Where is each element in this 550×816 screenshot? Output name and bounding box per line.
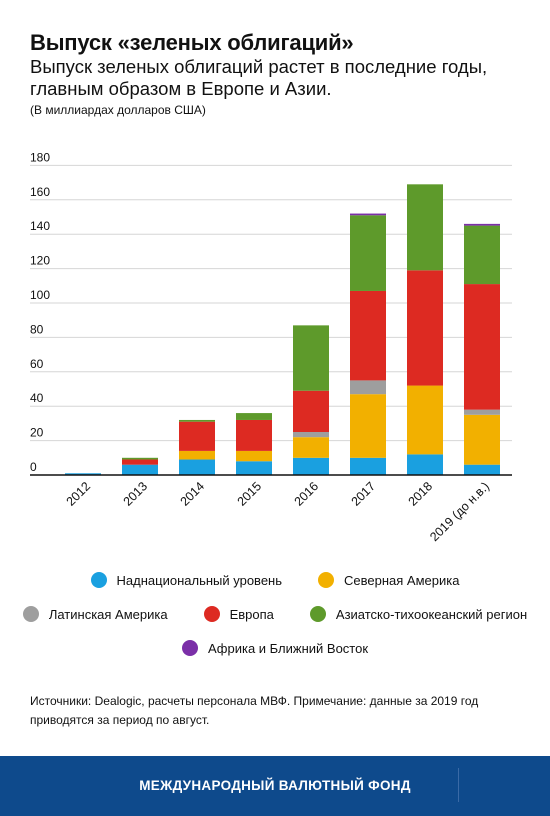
legend-swatch (22, 606, 39, 622)
legend-item: Наднациональный уровень (90, 572, 283, 588)
legend-label: Азиатско-тихоокеанский регион (335, 606, 528, 622)
legend-swatch (318, 572, 335, 588)
bar-segment (293, 437, 329, 458)
legend-label: Северная Америка (344, 572, 460, 588)
legend-label: Латинская Америка (48, 606, 168, 622)
bar-segment (407, 454, 443, 475)
x-tick-label: 2016 (292, 479, 322, 509)
y-tick-label: 20 (30, 426, 44, 440)
bar-segment (464, 409, 500, 415)
y-tick-label: 140 (30, 219, 50, 233)
source-notes: Источники: Dealogic, расчеты персонала М… (30, 694, 479, 727)
units-note: (В миллиардах долларов США) (30, 103, 206, 117)
bar-segment (293, 325, 329, 391)
legend-item: Европа (203, 606, 274, 622)
bar-segment (122, 464, 158, 475)
bar-segment (407, 270, 443, 386)
y-tick-label: 60 (30, 357, 44, 371)
x-tick-label: 2017 (349, 479, 379, 509)
bar-segment (350, 215, 386, 291)
chart-title: Выпуск «зеленых облигаций» (30, 30, 354, 55)
x-tick-label: 2015 (235, 479, 265, 509)
stacked-bar-chart: 0 20 40 60 80 100 120 140 160 180 2012 2013 2014 2015… (30, 150, 512, 544)
legend-swatch (309, 606, 326, 622)
bar-segment (122, 459, 158, 465)
y-tick-label: 100 (30, 288, 50, 302)
legend-label: Африка и Ближний Восток (207, 640, 369, 656)
y-tick-label: 0 (30, 460, 37, 474)
bar-segment (350, 380, 386, 395)
footer-divider (90, 768, 459, 802)
bar-segment (236, 419, 272, 451)
bar-segment (65, 473, 101, 475)
bar-segment (464, 225, 500, 285)
x-tick-label: 2014 (178, 479, 208, 509)
bar-segment (236, 461, 272, 475)
bar-segment (179, 421, 215, 451)
bar-segment (464, 284, 500, 410)
legend-row: Африка и Ближний Восток (0, 640, 550, 656)
y-tick-label: 120 (30, 254, 50, 268)
chart-subtitle: Выпуск зеленых облигаций растет в послед… (30, 56, 488, 99)
bar-segment (236, 450, 272, 462)
x-tick-label: 2012 (64, 479, 94, 509)
x-tick-label: 2019 (до н.в.) (427, 479, 492, 544)
bar-segment (350, 213, 386, 216)
bar-segment (122, 457, 158, 460)
footer-bar: МЕЖДУНАРОДНЫЙ ВАЛЮТНЫЙ ФОНД (0, 756, 550, 816)
y-tick-label: 180 (30, 150, 50, 164)
x-tick-label: 2018 (406, 479, 436, 509)
y-tick-label: 80 (30, 322, 44, 336)
bar-segment (464, 223, 500, 226)
y-tick-label: 40 (30, 391, 44, 405)
bar-segment (464, 414, 500, 465)
bar-segment (293, 457, 329, 475)
bar-segment (407, 184, 443, 271)
legend-swatch (203, 606, 220, 622)
bar-segment (464, 464, 500, 475)
legend-label: Европа (229, 606, 274, 622)
footer-label: МЕЖДУНАРОДНЫЙ ВАЛЮТНЫЙ ФОНД (139, 778, 411, 793)
bar-segment (350, 290, 386, 381)
legend-row: Наднациональный уровень Северная Америка (0, 572, 550, 588)
bar-segment (407, 385, 443, 455)
bar-segment (179, 419, 215, 422)
legend-row: Латинская Америка Европа Азиатско-тихоокеа… (0, 606, 550, 622)
y-tick-label: 160 (30, 185, 50, 199)
legend-label: Наднациональный уровень (116, 572, 283, 588)
bar-segment (293, 390, 329, 432)
bar-segment (179, 459, 215, 475)
legend-item: Северная Америка (318, 572, 459, 588)
legend-item: Азиатско-тихоокеанский регион (309, 606, 528, 622)
bar-segment (350, 394, 386, 458)
bar-segment (293, 432, 329, 438)
legend-swatch (90, 572, 107, 588)
bar-segment (350, 457, 386, 475)
bar-segment (236, 413, 272, 420)
x-tick-label: 2013 (121, 479, 151, 509)
legend-swatch (181, 640, 198, 656)
legend-item: Африка и Ближний Восток (181, 640, 369, 656)
legend-item: Латинская Америка (22, 606, 168, 622)
bar-segment (179, 450, 215, 460)
